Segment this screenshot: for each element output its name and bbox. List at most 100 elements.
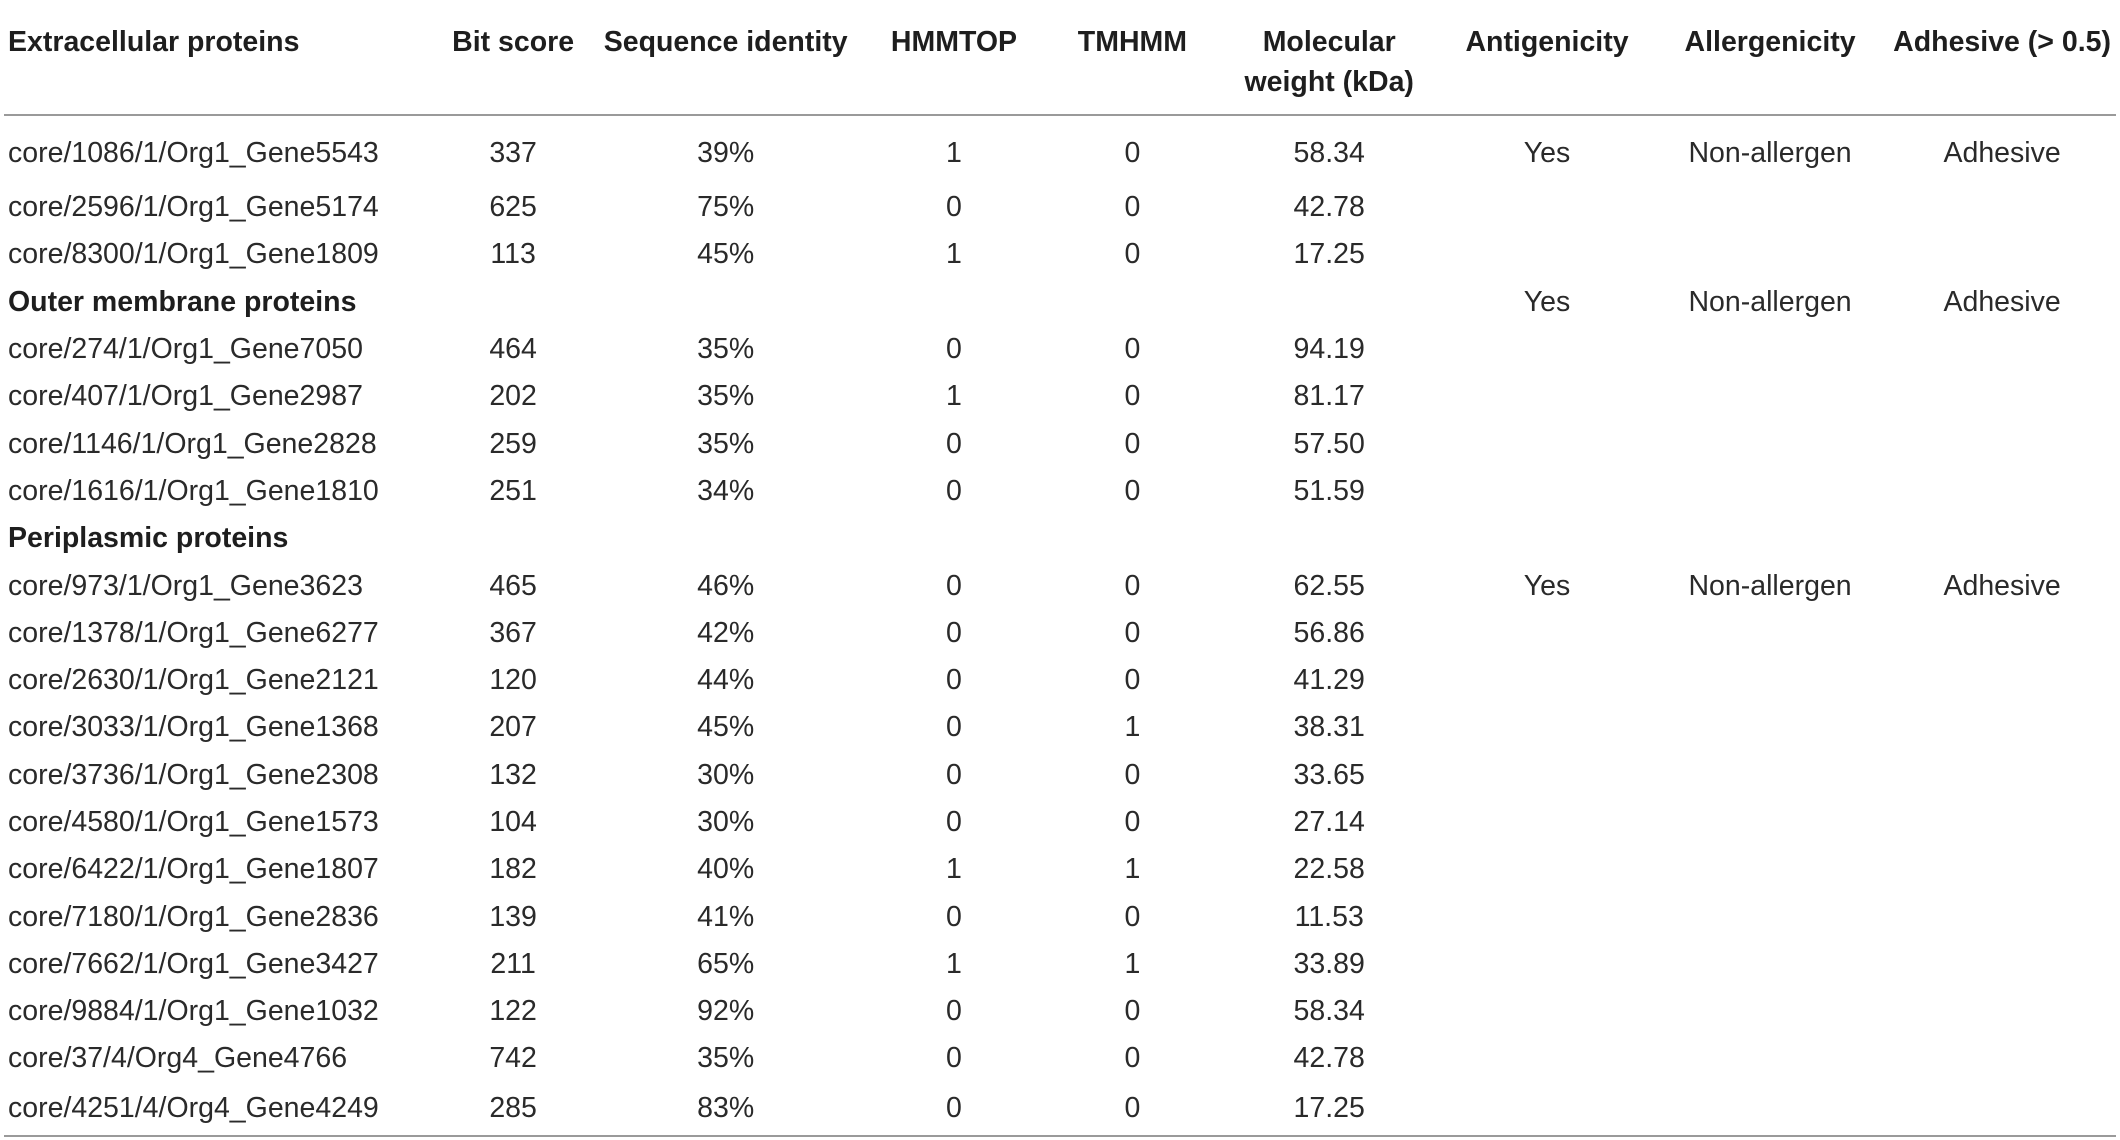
group-row-outer-membrane: Outer membrane proteins Yes Non-allergen… [4, 279, 2116, 326]
empty-cell [1651, 1082, 1889, 1137]
protein-id: core/973/1/Org1_Gene3623 [8, 569, 363, 602]
tmhmm-value: 0 [1124, 569, 1141, 602]
bit-score: 202 [489, 380, 537, 413]
empty-cell [1888, 988, 2116, 1035]
hmmtop-value: 0 [946, 191, 962, 224]
bit-score: 625 [489, 191, 537, 224]
hmmtop-value: 1 [946, 380, 962, 413]
header-sequence-identity: Sequence identity [591, 14, 860, 116]
table-row: core/37/4/Org4_Gene4766 742 35% 0 0 42.7… [4, 1035, 2116, 1082]
empty-cell [1442, 988, 1652, 1035]
tmhmm-value: 0 [1124, 995, 1141, 1028]
table-row: core/4580/1/Org1_Gene1573 104 30% 0 0 27… [4, 799, 2116, 846]
table-header: Extracellular proteins Bit score Sequenc… [4, 14, 2116, 116]
sequence-identity: 39% [697, 136, 755, 169]
hmmtop-value: 1 [946, 947, 962, 980]
table-row: core/4251/4/Org4_Gene4249 285 83% 0 0 17… [4, 1082, 2116, 1137]
sequence-identity: 83% [591, 1082, 860, 1137]
empty-cell [1442, 1035, 1652, 1082]
protein-id: core/1146/1/Org1_Gene2828 [8, 427, 377, 460]
bit-score: 182 [489, 853, 537, 886]
header-allergenicity: Allergenicity [1651, 14, 1889, 116]
tmhmm-value: 0 [1124, 474, 1141, 507]
empty-cell [1442, 326, 1652, 373]
bit-score: 251 [489, 474, 537, 507]
hmmtop-value: 0 [859, 1082, 1049, 1137]
sequence-identity: 35% [697, 427, 755, 460]
sequence-identity: 34% [697, 474, 755, 507]
protein-id: core/274/1/Org1_Gene7050 [8, 333, 363, 366]
table-row: core/274/1/Org1_Gene7050 464 35% 0 0 94.… [4, 326, 2116, 373]
empty-cell [1442, 1082, 1652, 1137]
protein-table: Extracellular proteins Bit score Sequenc… [4, 14, 2116, 1137]
molecular-weight: 33.89 [1293, 947, 1365, 980]
molecular-weight: 58.34 [1293, 136, 1365, 169]
protein-id: core/6422/1/Org1_Gene1807 [8, 853, 379, 886]
empty-cell [1888, 704, 2116, 751]
sequence-identity: 35% [697, 380, 755, 413]
tmhmm-value: 1 [1124, 947, 1141, 980]
empty-cell [1442, 373, 1652, 420]
adhesive-value: Adhesive [1943, 285, 2061, 318]
empty-cell [1888, 846, 2116, 893]
molecular-weight: 81.17 [1293, 380, 1365, 413]
hmmtop-value: 0 [946, 900, 962, 933]
tmhmm-value: 0 [1124, 664, 1141, 697]
hmmtop-value: 0 [946, 664, 962, 697]
empty-cell [1652, 326, 1888, 373]
allergenicity-value: Non-allergen [1688, 136, 1852, 169]
table-row: core/9884/1/Org1_Gene1032 122 92% 0 0 58… [4, 988, 2116, 1035]
sequence-identity: 30% [697, 806, 755, 838]
empty-cell [1888, 326, 2116, 373]
tmhmm-value: 0 [1124, 136, 1141, 169]
protein-id: core/407/1/Org1_Gene2987 [8, 380, 363, 413]
empty-cell [1442, 893, 1652, 940]
bit-score: 337 [489, 136, 537, 169]
antigenicity-value: Yes [1523, 569, 1571, 602]
bit-score: 113 [490, 238, 536, 271]
empty-cell [1652, 184, 1888, 231]
empty-cell [1652, 231, 1888, 278]
protein-id: core/37/4/Org4_Gene4766 [8, 1042, 348, 1075]
empty-cell [1442, 420, 1652, 467]
sequence-identity: 30% [697, 758, 755, 791]
molecular-weight: 27.14 [1293, 806, 1365, 838]
sequence-identity: 35% [697, 333, 755, 366]
empty-cell [1442, 846, 1652, 893]
empty-cell [1888, 373, 2116, 420]
tmhmm-value: 0 [1124, 758, 1141, 791]
allergenicity-value: Non-allergen [1688, 285, 1852, 318]
empty-cell [1652, 752, 1888, 799]
table-row: core/407/1/Org1_Gene2987 202 35% 1 0 81.… [4, 373, 2116, 420]
table-row: core/2630/1/Org1_Gene2121 120 44% 0 0 41… [4, 657, 2116, 704]
bit-score: 465 [489, 569, 537, 602]
header-antigenicity: Antigenicity [1442, 14, 1652, 116]
molecular-weight: 38.31 [1293, 711, 1365, 744]
molecular-weight: 58.34 [1293, 995, 1365, 1028]
empty-cell [1442, 752, 1652, 799]
empty-cell [1442, 468, 1652, 515]
header-molecular-weight-line2: weight (kDa) [1244, 66, 1414, 98]
protein-id: core/7662/1/Org1_Gene3427 [8, 947, 379, 980]
protein-id: core/2630/1/Org1_Gene2121 [8, 664, 379, 697]
table-row: core/7662/1/Org1_Gene3427 211 65% 1 1 33… [4, 941, 2116, 988]
group-title-outer-membrane: Outer membrane proteins [8, 285, 357, 318]
table-body: core/1086/1/Org1_Gene5543 337 39% 1 0 58… [4, 115, 2116, 1137]
hmmtop-value: 0 [946, 569, 962, 602]
molecular-weight: 22.58 [1293, 853, 1365, 886]
table-row: core/2596/1/Org1_Gene5174 625 75% 0 0 42… [4, 184, 2116, 231]
molecular-weight: 42.78 [1293, 191, 1365, 224]
protein-id: core/2596/1/Org1_Gene5174 [8, 191, 379, 224]
tmhmm-value: 1 [1124, 711, 1141, 744]
empty-cell [1442, 657, 1652, 704]
tmhmm-value: 0 [1124, 380, 1141, 413]
protein-id: core/9884/1/Org1_Gene1032 [8, 995, 379, 1028]
empty-cell [1442, 184, 1652, 231]
header-adhesive: Adhesive (> 0.5) [1888, 14, 2116, 116]
sequence-identity: 75% [697, 191, 755, 224]
bit-score: 367 [489, 616, 537, 649]
table-row: core/1086/1/Org1_Gene5543 337 39% 1 0 58… [4, 115, 2116, 184]
header-bit-score: Bit score [434, 14, 592, 116]
empty-cell [1652, 468, 1888, 515]
empty-cell [1652, 846, 1888, 893]
